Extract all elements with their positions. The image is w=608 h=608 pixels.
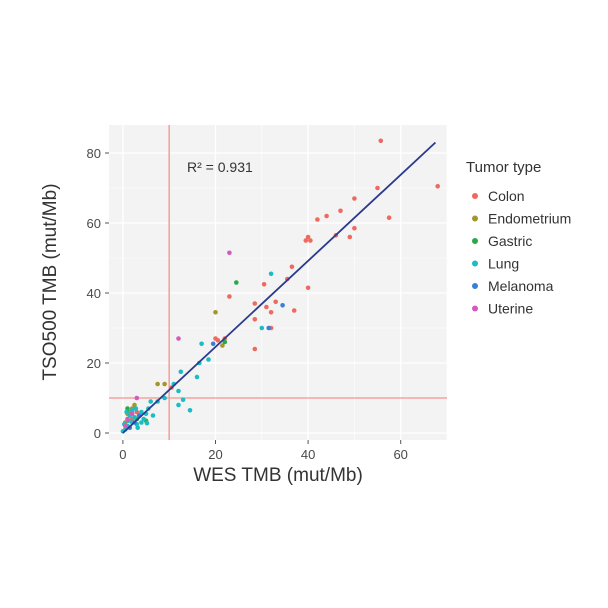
point-colon [305, 234, 311, 240]
y-axis-title: TSO500 TMB (mut/Mb) [40, 183, 61, 380]
point-lung [139, 420, 144, 425]
legend-key-melanoma [472, 283, 478, 289]
point-lung [180, 397, 186, 403]
y-tick-label: 60 [87, 216, 101, 231]
point-gastric [125, 406, 130, 411]
point-colon [261, 282, 267, 287]
x-axis-title: WES TMB (mut/Mb) [193, 465, 363, 486]
point-lung [132, 415, 137, 420]
y-tick-label: 0 [94, 426, 101, 441]
x-tick-label: 40 [301, 447, 315, 462]
point-melanoma [210, 341, 216, 347]
point-endometrium [132, 402, 137, 408]
point-colon [338, 208, 343, 214]
legend-label-lung: Lung [488, 256, 519, 272]
point-melanoma [266, 325, 272, 331]
legend-key-gastric [472, 238, 478, 244]
point-uterine [125, 416, 130, 422]
legend-label-gastric: Gastric [488, 233, 532, 249]
fit-line [122, 141, 437, 434]
point-lung [268, 271, 274, 277]
point-colon [308, 238, 313, 243]
point-lung [187, 408, 193, 413]
legend-key-endometrium [472, 215, 478, 222]
legend-label-uterine: Uterine [488, 301, 533, 317]
point-lung [259, 325, 265, 331]
point-uterine [129, 411, 135, 417]
point-colon [213, 336, 218, 341]
point-colon [291, 308, 297, 313]
point-colon [252, 317, 258, 322]
x-axis-ticks: 0 20 40 60 [119, 440, 408, 462]
point-lung [150, 413, 156, 418]
point-endometrium [162, 381, 167, 387]
point-lung [135, 425, 140, 431]
legend-key-uterine [472, 305, 478, 312]
point-lung [176, 388, 181, 394]
point-uterine [122, 423, 128, 429]
point-lung [129, 408, 135, 413]
y-tick-label: 40 [87, 286, 101, 301]
point-endometrium [213, 310, 218, 315]
point-colon [378, 138, 384, 144]
point-endometrium [220, 343, 225, 348]
y-tick-label: 20 [87, 356, 101, 371]
gridlines [109, 125, 448, 440]
point-colon [352, 225, 357, 231]
legend-label-melanoma: Melanoma [488, 278, 554, 294]
point-lung [194, 374, 200, 380]
point-colon [324, 213, 329, 219]
point-uterine [227, 250, 232, 256]
x-tick-label: 60 [393, 447, 407, 462]
point-colon [305, 285, 311, 291]
point-colon [227, 294, 232, 299]
legend: Tumor type Colon Endometrium Gastric Lung Me… [466, 159, 571, 317]
point-uterine [134, 395, 140, 401]
point-lung [141, 416, 146, 422]
point-lung [206, 357, 211, 362]
plot-panel [109, 125, 447, 440]
x-tick-label: 0 [119, 447, 126, 462]
point-colon [375, 185, 380, 191]
point-colon [252, 301, 258, 306]
point-colon [303, 238, 309, 243]
point-melanoma [280, 303, 285, 308]
point-endometrium [155, 381, 160, 387]
point-colon [435, 184, 441, 189]
legend-title: Tumor type [466, 159, 541, 176]
point-lung [124, 409, 129, 415]
point-lung [178, 369, 184, 375]
point-lung [139, 409, 144, 415]
point-lung [162, 395, 167, 401]
point-gastric [222, 339, 228, 345]
x-tick-label: 20 [208, 447, 222, 462]
data-points [120, 138, 441, 434]
point-colon [289, 264, 295, 270]
regression-line [122, 141, 437, 434]
point-gastric [234, 280, 239, 285]
point-lung [144, 420, 150, 426]
legend-key-colon [472, 193, 478, 199]
point-colon [268, 310, 274, 315]
point-colon [134, 409, 140, 415]
y-axis-ticks: 0 20 40 60 80 [87, 146, 109, 441]
point-lung [176, 402, 181, 408]
legend-label-colon: Colon [488, 188, 525, 204]
point-colon [347, 234, 353, 240]
point-colon [386, 215, 392, 220]
point-lung [133, 406, 139, 411]
point-colon [352, 196, 357, 201]
legend-key-lung [472, 260, 478, 267]
point-colon [264, 304, 269, 310]
y-tick-label: 80 [87, 146, 101, 161]
point-uterine [176, 336, 181, 341]
point-colon [273, 299, 279, 305]
point-colon [315, 217, 320, 222]
legend-label-endometrium: Endometrium [488, 211, 571, 227]
point-lung [148, 399, 153, 404]
point-lung [199, 341, 204, 347]
point-colon [252, 346, 258, 352]
r-squared-annotation: R² = 0.931 [187, 159, 253, 175]
